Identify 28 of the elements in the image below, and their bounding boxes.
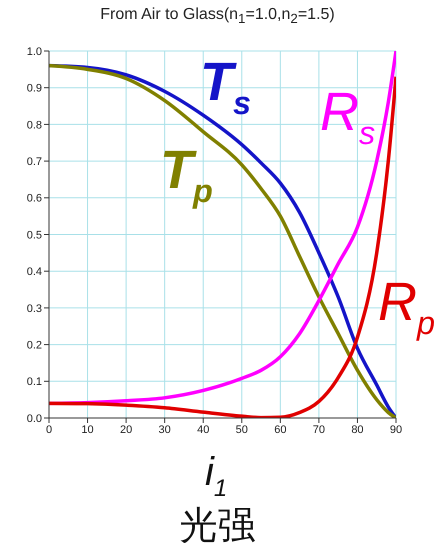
x-axis-title: i$_{1}$ [205, 450, 228, 502]
y-tick-label: 0.5 [26, 229, 42, 242]
x-tick-label: 20 [120, 424, 132, 436]
x-tick-label: 30 [158, 424, 171, 436]
y-tick-label: 0.8 [26, 119, 42, 132]
x-tick-label: 70 [312, 424, 326, 436]
y-tick-label: 0.7 [26, 156, 42, 168]
y-tick-label: 0.3 [26, 302, 42, 315]
x-tick-label: 40 [197, 424, 210, 436]
x-tick-label: 60 [274, 424, 286, 436]
series-label: T$_{p}$ [160, 140, 213, 210]
text: 光强 [180, 503, 256, 547]
y-tick-label: 1.0 [26, 46, 42, 58]
x-tick-label: 10 [81, 424, 94, 436]
y-tick-label: 0.2 [26, 340, 42, 352]
x-tick-label: 50 [236, 424, 248, 436]
series-label: T$_{s}$ [200, 52, 252, 122]
y-tick-label: 0.0 [26, 412, 42, 425]
series-label: R$_{p}$ [378, 272, 435, 342]
series-label: R$_{s}$ [320, 82, 376, 152]
x-tick-label: 0 [46, 424, 52, 436]
x-tick-label: 80 [351, 424, 364, 436]
y-tick-label: 0.4 [26, 266, 42, 278]
y-tick-label: 0.1 [26, 376, 42, 388]
x-tick-label: 90 [390, 424, 402, 436]
y-tick-label: 0.9 [26, 82, 42, 95]
y-tick-label: 0.6 [26, 192, 42, 205]
chart-title: From Air to Glass(n$_{1}$=1.0,n$_{2}$=1.5) [100, 6, 335, 26]
